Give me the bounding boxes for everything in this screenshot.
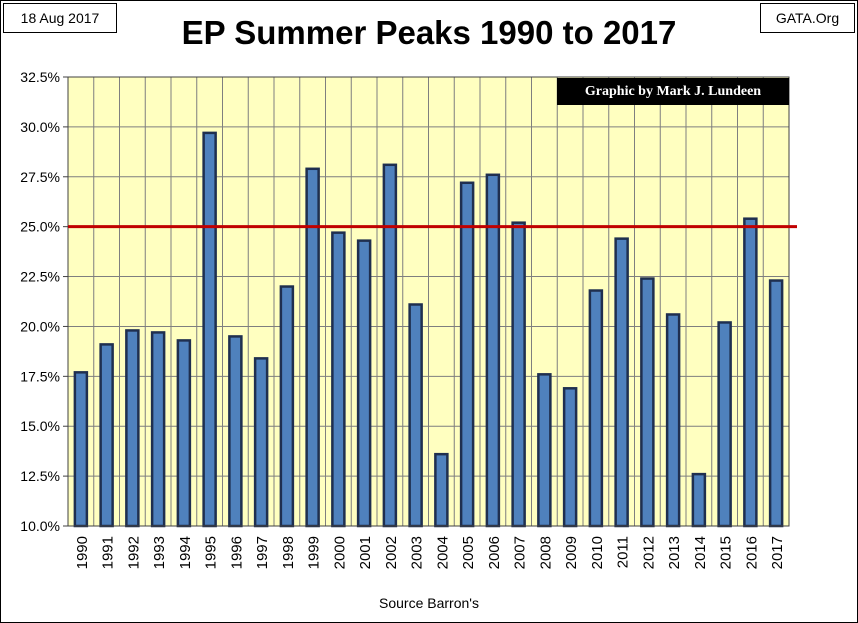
x-tick-label: 2002: [383, 536, 400, 569]
bar-1990: [73, 371, 89, 528]
bar-2011: [614, 237, 629, 528]
bar-2014: [691, 472, 707, 528]
x-tick-label: 2003: [409, 536, 426, 569]
x-tick-label: 2010: [589, 536, 606, 569]
x-tick-label: 2014: [692, 536, 709, 569]
bar-2012: [640, 277, 655, 528]
x-tick-label: 1995: [203, 536, 220, 569]
x-tick-label: 1990: [74, 536, 91, 569]
bar-2013: [665, 313, 681, 528]
x-tick-label: 1993: [151, 536, 168, 569]
x-tick-label: 1992: [125, 536, 142, 569]
y-tick-label: 12.5%: [20, 468, 60, 484]
y-tick-label: 22.5%: [20, 269, 60, 285]
source-note: Source Barron's: [379, 595, 479, 611]
x-tick-label: 1997: [254, 536, 271, 569]
y-tick-label: 17.5%: [20, 368, 60, 384]
x-tick-label: 2001: [357, 536, 374, 569]
x-tick-label: 2007: [512, 536, 529, 569]
bar-1995: [202, 131, 217, 528]
bar-2007: [511, 221, 526, 528]
y-tick-label: 10.0%: [20, 518, 60, 534]
x-tick-label: 2012: [640, 536, 657, 569]
bar-1992: [125, 329, 140, 528]
y-tick-label: 20.0%: [20, 318, 60, 334]
bar-2017: [768, 279, 784, 528]
bar-2003: [408, 303, 423, 528]
bar-2015: [717, 321, 732, 528]
x-tick-label: 1998: [280, 536, 297, 569]
x-tick-label: 2015: [718, 536, 735, 569]
bar-2009: [562, 387, 578, 528]
x-tick-labels: 1990 1991 1992 1993 1994 1995 1996 1997 1998 1999…: [74, 536, 786, 569]
plot-border: [67, 76, 790, 527]
bar-2004: [434, 452, 449, 528]
x-tick-label: 1999: [306, 536, 323, 569]
x-tick-label: 2008: [537, 536, 554, 569]
x-tick-label: 2005: [460, 536, 477, 569]
x-tick-label: 1996: [228, 536, 245, 569]
date-label: 18 Aug 2017: [3, 3, 117, 33]
bar-1994: [176, 339, 192, 528]
bar-2005: [459, 181, 475, 528]
bar-2010: [588, 289, 604, 528]
y-tick-label: 25.0%: [20, 219, 60, 235]
bar-2001: [356, 239, 372, 528]
bar-1996: [228, 335, 243, 528]
y-tick-label: 30.0%: [20, 119, 60, 135]
credit-label: Graphic by Mark J. Lundeen: [557, 78, 789, 105]
y-tick-label: 32.5%: [20, 69, 60, 85]
bar-1998: [279, 285, 295, 528]
x-tick-label: 2013: [666, 536, 683, 569]
x-tick-label: 2011: [615, 536, 632, 568]
y-tick-labels: 10.0% 12.5% 15.0% 17.5% 20.0% 22.5% 25.0% 27.5%…: [20, 69, 60, 534]
bar-1999: [305, 167, 320, 528]
x-tick-label: 2017: [769, 536, 786, 569]
site-label: GATA.Org: [760, 3, 855, 33]
y-tick-label: 15.0%: [20, 418, 60, 434]
bars: [73, 131, 784, 528]
x-tick-label: 2004: [434, 536, 451, 569]
chart-title: EP Summer Peaks 1990 to 2017: [181, 14, 677, 51]
x-tick-label: 2000: [331, 536, 348, 569]
bar-1991: [99, 343, 114, 528]
bar-2016: [743, 217, 758, 528]
x-tick-label: 1991: [100, 536, 117, 569]
bar-2002: [382, 163, 398, 528]
bar-1993: [150, 331, 166, 528]
axes: [63, 76, 790, 527]
y-tick-label: 27.5%: [20, 169, 60, 185]
x-tick-label: 2016: [743, 536, 760, 569]
bar-1997: [253, 357, 269, 528]
x-tick-label: 2006: [486, 536, 503, 569]
x-tick-label: 1994: [177, 536, 194, 569]
bar-2000: [331, 231, 346, 528]
x-tick-label: 2009: [563, 536, 580, 569]
bar-2008: [537, 373, 552, 528]
